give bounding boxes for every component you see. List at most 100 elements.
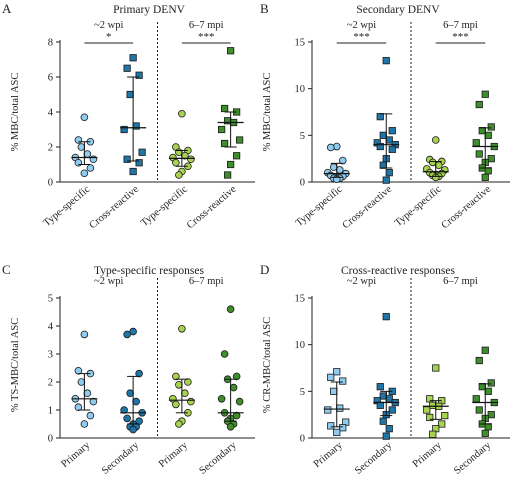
- x-tick-label: Primary: [411, 439, 445, 470]
- series: [422, 364, 449, 438]
- data-point: [333, 428, 341, 437]
- data-point: [481, 90, 489, 98]
- series: [217, 47, 244, 179]
- x-tick-label: Secondary: [100, 439, 142, 476]
- data-point: [126, 90, 134, 99]
- group-label: ~2 wpi: [94, 20, 123, 31]
- data-point: [376, 113, 384, 121]
- data-point: [129, 167, 137, 176]
- data-point: [129, 54, 137, 62]
- data-point: [172, 158, 180, 167]
- data-point: [135, 159, 143, 167]
- panel-c: C Type-specific responses % TS-MBC/total…: [2, 262, 255, 477]
- data-point: [221, 104, 229, 113]
- significance-label: ***: [198, 31, 215, 43]
- series: [472, 90, 499, 181]
- series: [422, 136, 449, 182]
- data-point: [382, 432, 390, 440]
- data-point: [379, 131, 387, 139]
- data-point: [335, 166, 344, 174]
- data-point: [431, 136, 440, 144]
- group-label: 6–7 mpi: [443, 20, 478, 31]
- data-point: [429, 430, 437, 438]
- data-point: [487, 379, 495, 387]
- x-tick-label: Secondary: [452, 439, 494, 476]
- data-point: [472, 139, 480, 147]
- series: [373, 313, 400, 440]
- data-point: [86, 164, 95, 172]
- data-point: [235, 397, 244, 406]
- data-point: [426, 413, 434, 422]
- data-point: [226, 422, 235, 431]
- data-point: [138, 148, 146, 156]
- y-axis-label: % TS-MBC/total ASC: [10, 318, 21, 412]
- y-tick-label: 3: [48, 350, 53, 361]
- significance-label: ***: [452, 31, 469, 43]
- data-point: [220, 350, 229, 358]
- data-point: [324, 406, 332, 414]
- data-point: [77, 143, 86, 151]
- data-point: [333, 368, 341, 376]
- data-point: [178, 109, 186, 118]
- data-point: [385, 136, 393, 144]
- data-point: [224, 171, 232, 179]
- data-point: [330, 387, 338, 395]
- data-point: [385, 395, 393, 403]
- y-tick-label: 15: [295, 38, 306, 49]
- group-label: 6–7 mpi: [189, 20, 224, 31]
- y-tick-label: 5: [48, 294, 53, 305]
- data-point: [475, 406, 483, 414]
- y-tick-label: 5: [300, 131, 305, 142]
- x-tick-label: Primary: [157, 439, 191, 470]
- data-point: [382, 57, 390, 65]
- x-tick-label: Type-specific: [294, 184, 345, 229]
- data-point: [229, 383, 238, 392]
- data-point: [376, 142, 384, 151]
- data-point: [385, 425, 393, 433]
- x-tick-label: Primary: [59, 439, 93, 470]
- panel-title: Cross-reactive responses: [341, 265, 456, 277]
- data-point: [80, 420, 89, 428]
- data-point: [382, 176, 390, 184]
- y-tick-label: 5: [300, 387, 305, 398]
- data-point: [83, 389, 92, 398]
- data-point: [132, 397, 140, 406]
- x-tick-label: Type-specific: [42, 184, 93, 229]
- y-axis-label: % MBC/total ASC: [262, 73, 273, 152]
- group-label: 6–7 mpi: [189, 276, 224, 287]
- series: [217, 305, 244, 431]
- data-point: [129, 425, 137, 434]
- significance-label: *: [106, 31, 112, 43]
- panel-letter: B: [260, 1, 269, 16]
- panel-letter: D: [260, 262, 269, 277]
- data-point: [172, 372, 180, 381]
- data-point: [379, 417, 387, 425]
- x-tick-label: Cross-reactive: [88, 184, 142, 232]
- data-point: [184, 378, 192, 386]
- data-point: [175, 380, 183, 389]
- x-tick-label: Secondary: [353, 439, 395, 476]
- panel-title: Secondary DENV: [356, 4, 440, 16]
- data-point: [379, 161, 387, 169]
- data-point: [339, 377, 347, 385]
- data-point: [475, 356, 483, 365]
- data-point: [376, 383, 384, 391]
- data-point: [487, 155, 495, 163]
- panel-d: D Cross-reactive responses % CR-MBC/tota…: [260, 262, 510, 477]
- data-point: [382, 313, 390, 321]
- data-point: [388, 145, 396, 153]
- data-point: [336, 404, 344, 412]
- data-point: [484, 131, 492, 139]
- series: [120, 327, 147, 434]
- data-point: [129, 327, 137, 336]
- data-point: [123, 64, 131, 72]
- data-point: [187, 155, 195, 164]
- data-point: [80, 330, 89, 339]
- y-tick-label: 8: [48, 38, 53, 49]
- series: [168, 324, 195, 428]
- panel-letter: C: [2, 262, 11, 277]
- data-point: [120, 125, 128, 134]
- series: [71, 330, 98, 428]
- y-tick-label: 6: [48, 73, 53, 84]
